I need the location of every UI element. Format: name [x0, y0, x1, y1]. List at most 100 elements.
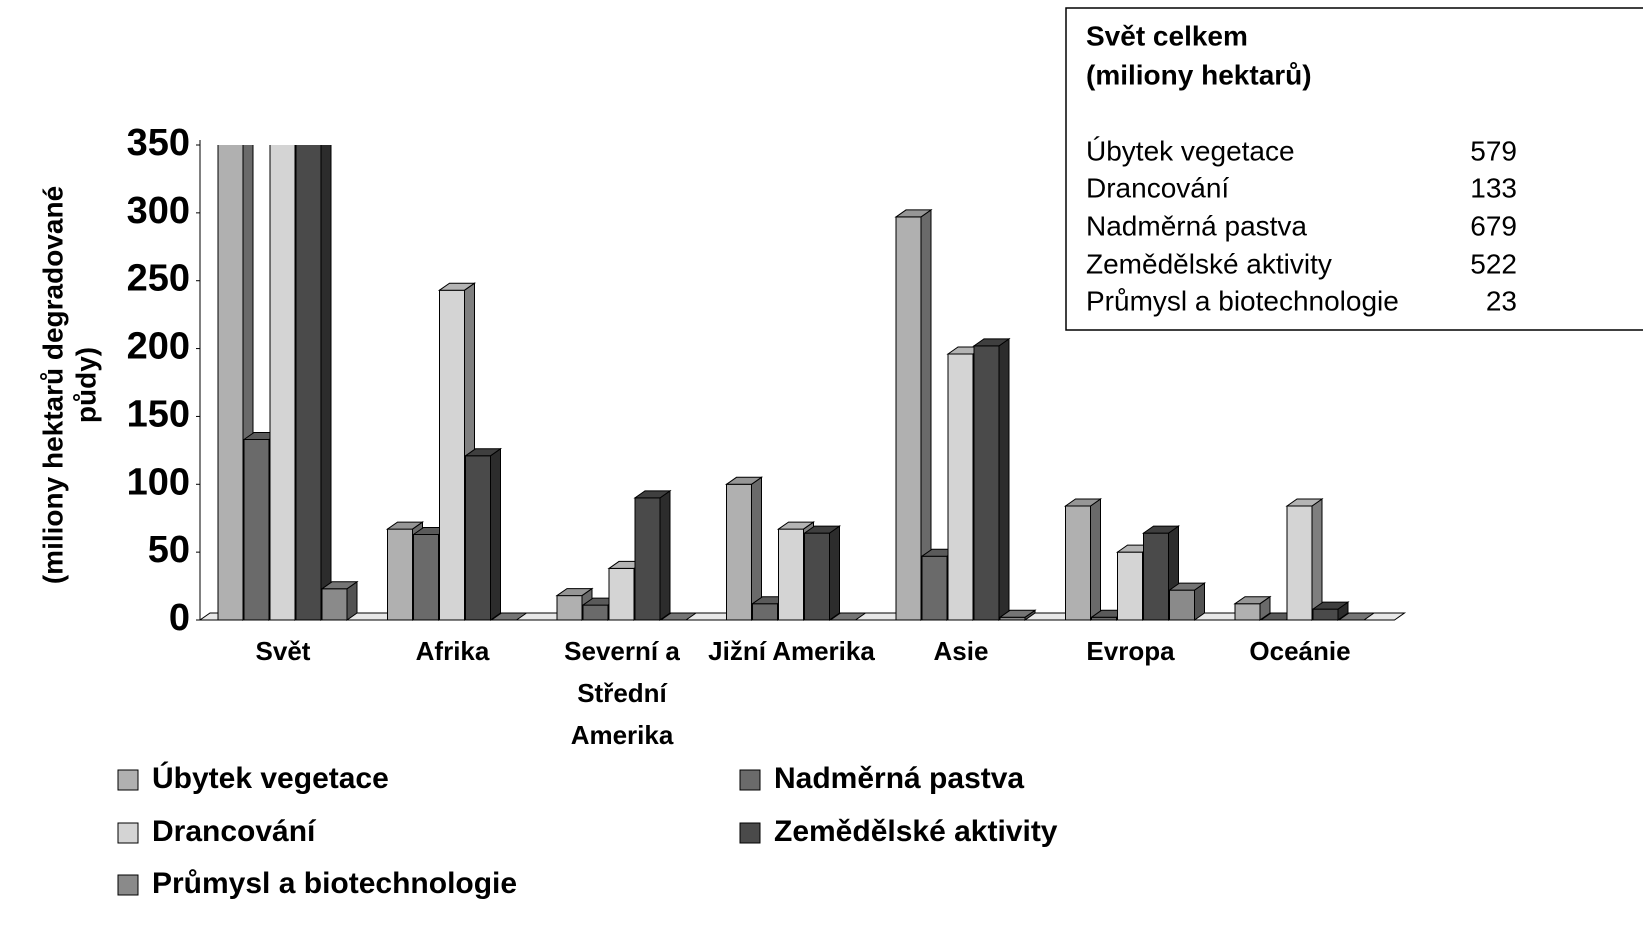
legend-label: Zemědělské aktivity: [774, 815, 1058, 848]
bar-front: [1117, 551, 1143, 621]
bar-front: [1143, 532, 1169, 621]
legend-swatch: [117, 874, 139, 896]
bar-top: [998, 609, 1037, 618]
bar-side: [829, 525, 840, 621]
y-tick-label: 350: [127, 122, 190, 164]
summary-label: Nadměrná pastva: [1086, 210, 1307, 241]
x-tick-label: Asie: [933, 636, 989, 666]
summary-label: Úbytek vegetace: [1086, 135, 1295, 166]
y-tick-label: 200: [127, 326, 190, 368]
bar-front: [973, 345, 1000, 621]
legend-label: Úbytek vegetace: [152, 761, 389, 795]
bar-front: [1169, 589, 1195, 621]
x-tick-label: Evropa: [1086, 636, 1175, 666]
bar-top: [828, 612, 868, 621]
bar-front: [947, 353, 974, 621]
bar: [489, 612, 529, 621]
y-axis-label-line: (miliony hektarů degradované: [37, 186, 68, 584]
bar-top: [320, 581, 359, 590]
bar: [633, 489, 672, 621]
bar-side: [998, 337, 1010, 621]
bar-top: [724, 476, 764, 485]
bar: [295, 145, 332, 621]
bar-front: [634, 497, 661, 621]
y-axis-label-line: půdy): [70, 347, 101, 423]
bar-side: [490, 447, 501, 621]
bar-top: [776, 521, 816, 530]
y-tick-label: 100: [127, 461, 190, 503]
bar-side: [659, 489, 671, 621]
x-tick-label: Severní a Střední Amerika: [564, 636, 680, 750]
bar-top: [633, 490, 672, 499]
bar-top: [555, 588, 594, 597]
legend-swatch: [117, 769, 139, 791]
bar: [1311, 601, 1350, 621]
bar-side: [1090, 498, 1101, 621]
bar-front: [895, 216, 922, 621]
bar-front: [804, 532, 830, 621]
bar-front: [1312, 608, 1339, 621]
summary-title: Svět celkem: [1086, 20, 1248, 51]
bar-top: [1233, 596, 1272, 605]
bar: [659, 612, 698, 621]
summary-label: Zemědělské aktivity: [1086, 248, 1332, 279]
bar-top: [1063, 498, 1103, 507]
summary-label: Drancování: [1086, 172, 1229, 203]
bar: [1337, 612, 1376, 621]
bar-front: [582, 604, 609, 621]
summary-label: Průmysl a biotechnologie: [1086, 285, 1399, 316]
x-tick-label: Oceánie: [1249, 636, 1351, 666]
bar-side: [320, 145, 332, 621]
bar: [998, 609, 1037, 621]
bar-front: [321, 588, 348, 621]
summary-box: [1065, 7, 1643, 331]
bar: [1167, 582, 1207, 621]
legend-label: Nadměrná pastva: [774, 762, 1024, 795]
bar-front: [439, 289, 465, 621]
bar-front: [295, 145, 322, 621]
legend-swatch: [117, 822, 139, 844]
bar: [724, 476, 764, 621]
bar-front: [1065, 505, 1091, 621]
bar-top: [802, 525, 842, 534]
bar-top: [1311, 601, 1350, 610]
y-tick-label: 300: [127, 190, 190, 232]
bar-front: [778, 528, 804, 621]
summary-value: 522: [1470, 248, 1517, 279]
bar-front: [413, 534, 439, 621]
bar: [828, 612, 868, 621]
summary-value: 679: [1470, 210, 1517, 241]
y-axis-label: (miliony hektarů degradované půdy): [37, 186, 101, 584]
bar-front: [752, 603, 778, 621]
bar-top: [463, 448, 503, 457]
bar: [1063, 498, 1103, 621]
y-tick-label: 250: [127, 258, 190, 300]
bar-front: [1286, 505, 1313, 621]
bars: [217, 145, 1376, 621]
bar-front: [387, 528, 413, 621]
y-tick-label: 150: [127, 393, 190, 435]
legend-swatch: [739, 822, 761, 844]
bar: [1233, 595, 1272, 621]
bar-front: [921, 555, 948, 621]
summary-value: 579: [1470, 135, 1517, 166]
bar-top: [659, 612, 698, 621]
bar-front: [726, 483, 752, 621]
bar-front: [556, 595, 583, 621]
bar-front: [243, 439, 270, 621]
summary-value: 23: [1486, 285, 1517, 316]
bar: [972, 337, 1011, 621]
bar-top: [1167, 582, 1207, 591]
bar: [894, 208, 933, 621]
x-tick-label: Afrika: [415, 636, 490, 666]
legend-swatch: [739, 769, 761, 791]
y-tick-label: 0: [169, 597, 190, 639]
bar: [1285, 498, 1324, 621]
bar-front: [269, 145, 296, 621]
bar-front: [608, 567, 635, 621]
bar: [802, 525, 842, 621]
bar-top: [385, 521, 425, 530]
bar-top: [489, 612, 529, 621]
bar: [320, 580, 359, 621]
